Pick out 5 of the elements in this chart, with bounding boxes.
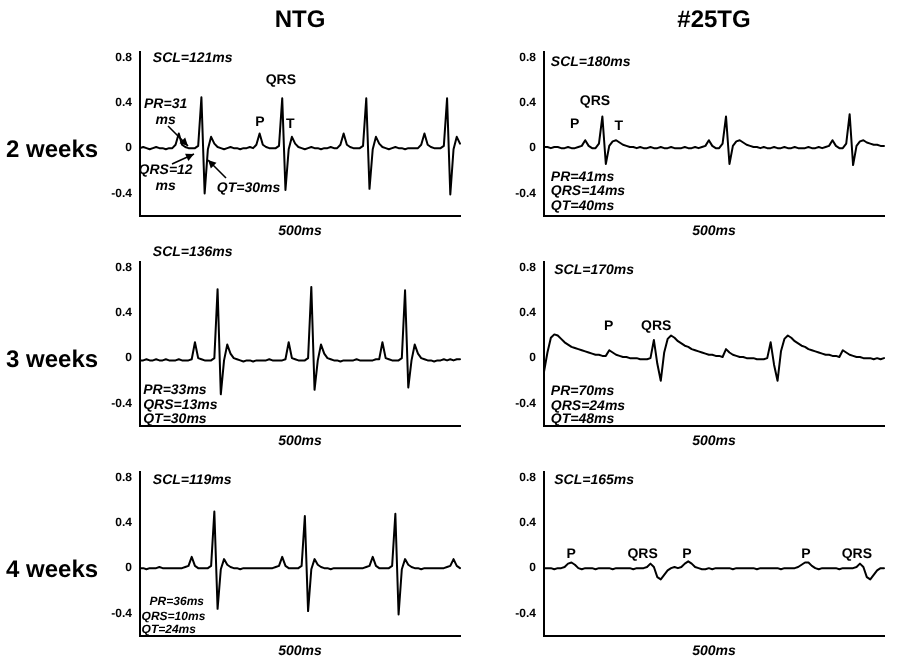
chart-title: NTG	[274, 4, 326, 33]
y-axis-title: 4 weeks	[6, 555, 99, 584]
chart-title: #25TG	[677, 4, 751, 33]
y-axis-title: 2 weeks	[6, 135, 99, 164]
y-axis-title: 3 weeks	[6, 345, 99, 374]
